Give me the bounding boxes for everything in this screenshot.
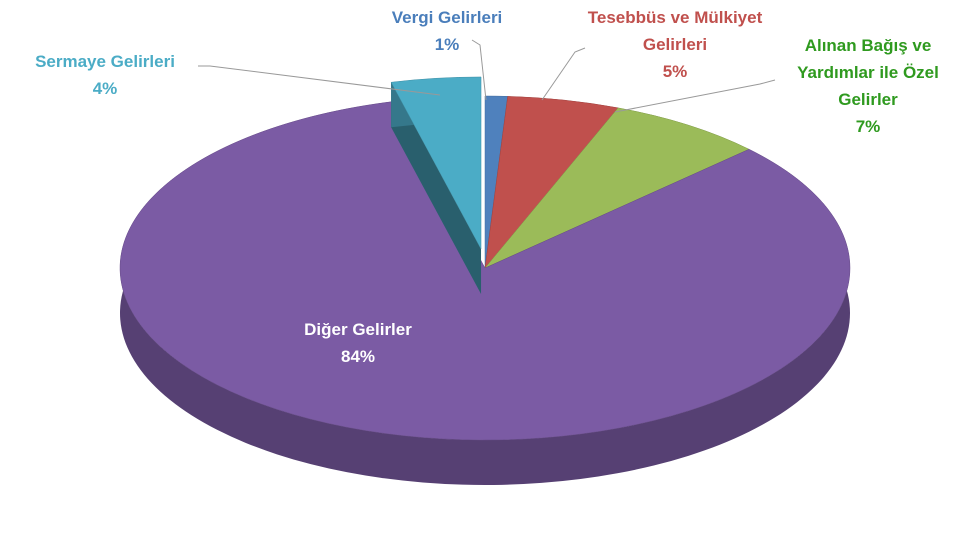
slice-top [119, 101, 851, 441]
value-label: 7% [855, 117, 881, 136]
leader-line [471, 39, 487, 101]
slice-label: Alınan Bağış ve Yardımlar ile Özel Gelir… [778, 32, 958, 140]
value-label: 1% [434, 35, 460, 54]
slice-label: Sermaye Gelirleri 4% [5, 48, 205, 102]
value-label: 84% [340, 347, 376, 366]
category-label: Tesebbüs ve Mülkiyet Gelirleri [587, 8, 763, 54]
category-label: Alınan Bağış ve Yardımlar ile Özel Gelir… [797, 36, 939, 109]
leader-line [614, 79, 776, 113]
value-label: 4% [92, 79, 118, 98]
slice-side [391, 82, 482, 294]
leader-line [541, 47, 586, 101]
category-label: Vergi Gelirleri [391, 8, 503, 27]
slice [390, 76, 482, 294]
value-label: 5% [662, 62, 688, 81]
leader-lines [198, 39, 776, 113]
slice-label: Vergi Gelirleri 1% [367, 4, 527, 58]
slice-top [390, 76, 482, 250]
slice-top [484, 107, 750, 269]
slice-label: Tesebbüs ve Mülkiyet Gelirleri 5% [583, 4, 768, 85]
category-label: Sermaye Gelirleri [35, 52, 175, 71]
category-label: Diğer Gelirler [304, 320, 412, 339]
leader-line [198, 65, 441, 96]
slice-label: Diğer Gelirler 84% [258, 316, 458, 370]
